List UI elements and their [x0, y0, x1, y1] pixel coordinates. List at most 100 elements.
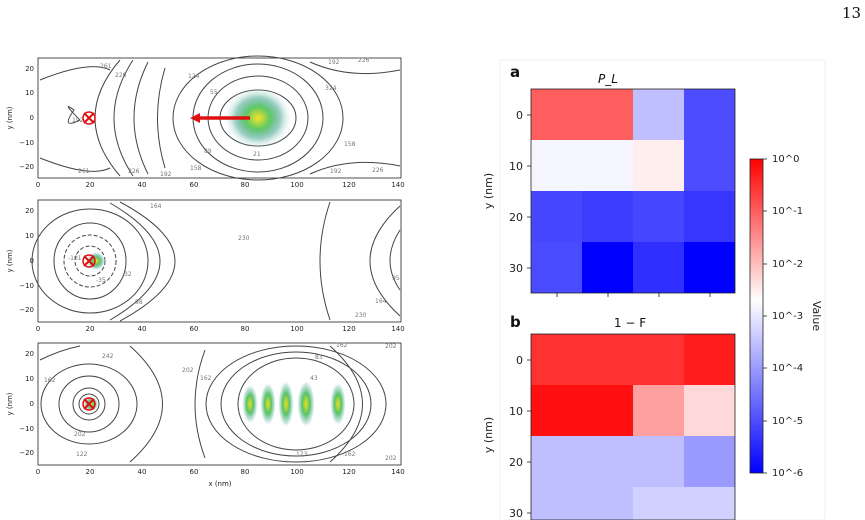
contour-label: 32	[124, 271, 132, 278]
contour-label: 202	[385, 455, 397, 462]
x-tick-label: 60	[190, 468, 199, 476]
heatmap-cell	[633, 385, 684, 436]
x-tick-label: 60	[190, 181, 199, 189]
y-tick-label: 0	[516, 109, 523, 122]
contour-label: 192	[72, 117, 84, 124]
heatmap-cell	[531, 191, 582, 242]
heatmap-cell	[582, 191, 633, 242]
contour-label: 158	[344, 141, 356, 148]
heatmap-cell	[684, 140, 735, 191]
y-axis-label: y (nm)	[482, 417, 495, 453]
contour-label: 162	[44, 377, 56, 384]
y-tick-label: −20	[19, 449, 34, 457]
y-tick-label: 20	[509, 456, 523, 469]
contour-label: 192	[160, 171, 172, 178]
x-tick-label: 100	[290, 181, 303, 189]
y-tick-label: 20	[25, 207, 34, 215]
contour-label: 123	[296, 451, 308, 458]
x-tick-label: 0	[36, 181, 40, 189]
contour-label: 162	[344, 451, 356, 458]
contour-label: 230	[355, 312, 367, 319]
contour-label: 124	[188, 73, 200, 80]
heatmap-cell	[531, 385, 582, 436]
y-tick-label: 30	[509, 507, 523, 520]
x-tick-label: 140	[391, 468, 404, 476]
contour-label: 164	[150, 203, 162, 210]
x-tick-label: 120	[342, 325, 355, 333]
contour-label: 242	[102, 353, 114, 360]
heatmap-cell	[633, 334, 684, 385]
y-axis-label: y (nm)	[6, 106, 14, 129]
y-tick-label: 0	[30, 400, 34, 408]
heatmap-cell	[684, 191, 735, 242]
contour-label: 226	[372, 167, 384, 174]
x-tick-label: 140	[391, 181, 404, 189]
heatmap-cell	[633, 89, 684, 140]
heatmap-figure: a P_L 0 10 20 30 y (nm) b 1 − F 0 10 20 …	[482, 59, 826, 520]
contour-label: 202	[182, 367, 194, 374]
colorbar-label: Value	[810, 301, 823, 331]
contour-label: 202	[385, 343, 397, 350]
x-tick-label: 0	[36, 325, 40, 333]
heatmap-cell	[684, 436, 735, 487]
x-tick-label: 100	[290, 468, 303, 476]
y-tick-label: 0	[30, 114, 34, 122]
heatmap-cell	[531, 334, 582, 385]
contour-label: 230	[238, 235, 250, 242]
heatmap-cell	[531, 487, 582, 520]
heatmap-cell	[531, 242, 582, 293]
y-tick-label: 10	[25, 375, 34, 383]
colorbar-tick-label: 10^-3	[772, 311, 803, 322]
heatmap-cell	[633, 436, 684, 487]
contour-label: 192	[328, 59, 340, 66]
contour-label: 43	[310, 375, 318, 382]
heatmap-cell	[582, 89, 633, 140]
x-tick-label: 100	[290, 325, 303, 333]
heatmap-cell	[633, 487, 684, 520]
colorbar-tick-label: 10^-1	[772, 206, 803, 217]
contour-label: 89	[204, 148, 212, 155]
heatmap-cell	[531, 436, 582, 487]
contour-label: 226	[358, 57, 370, 64]
y-axis-label: y (nm)	[482, 173, 495, 209]
panel-a-title: P_L	[598, 72, 618, 86]
y-tick-label: 10	[25, 232, 34, 240]
colorbar-tick-label: 10^-5	[772, 416, 803, 427]
heatmap-cell	[633, 140, 684, 191]
y-tick-label: 10	[509, 405, 523, 418]
contour-label: 158	[190, 165, 202, 172]
x-tick-label: 120	[342, 181, 355, 189]
contour-label: 162	[336, 342, 348, 349]
contour-label: 95	[392, 275, 400, 282]
y-tick-label: 20	[25, 65, 34, 73]
heatmap-b	[531, 334, 735, 520]
heatmap-cell	[684, 385, 735, 436]
contour-label: 98	[135, 299, 143, 306]
heatmap-cell	[531, 140, 582, 191]
contour-label: -101	[68, 255, 82, 262]
colorbar	[749, 158, 764, 474]
heatmap-cell	[582, 385, 633, 436]
contour-label: 164	[375, 298, 387, 305]
page-number: 13	[842, 4, 862, 22]
colorbar-tick-label: 10^-2	[772, 259, 803, 270]
contour-label: 55	[210, 89, 218, 96]
y-tick-label: 10	[509, 160, 523, 173]
x-tick-label: 140	[391, 325, 404, 333]
x-tick-label: 40	[138, 181, 147, 189]
contour-panel-3: 242 162 202 202 162 83 43 123 162 202 20…	[6, 342, 405, 488]
panel-b-title: 1 − F	[614, 316, 646, 330]
heatmap-cell	[684, 89, 735, 140]
x-tick-label: 60	[190, 325, 199, 333]
heatmap-cell	[582, 436, 633, 487]
heatmap-a	[531, 89, 735, 293]
x-axis-label: x (nm)	[208, 480, 231, 488]
x-tick-label: 40	[138, 468, 147, 476]
contour-label: 162	[200, 375, 212, 382]
y-tick-label: −20	[19, 306, 34, 314]
x-tick-label: 40	[138, 325, 147, 333]
y-tick-label: 10	[25, 89, 34, 97]
heatmap-cell	[582, 334, 633, 385]
colorbar-tick-label: 10^0	[772, 154, 799, 165]
x-tick-label: 0	[36, 468, 40, 476]
